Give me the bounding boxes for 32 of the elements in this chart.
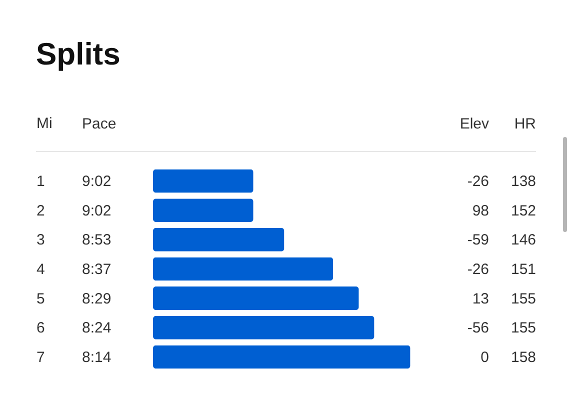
bar [153, 228, 284, 252]
y-tick-label: 6 [36, 320, 45, 337]
data-label: -59 [467, 232, 489, 249]
y-tick-label: 3 [36, 232, 45, 249]
data-label: -26 [467, 260, 489, 278]
bar [153, 169, 254, 193]
bar [153, 286, 359, 310]
data-label: 151 [510, 260, 536, 278]
bar [153, 257, 334, 281]
data-label: 158 [510, 348, 536, 366]
data-label: 152 [510, 202, 536, 220]
data-label: 138 [510, 172, 536, 190]
y-tick-label: 7 [36, 348, 45, 366]
chart-title: Splits [36, 36, 120, 72]
data-label: 98 [472, 202, 489, 220]
data-label: 0 [480, 348, 489, 366]
y-tick-label: 2 [36, 202, 45, 220]
y-tick-label: 1 [36, 172, 45, 190]
data-label: 13 [472, 290, 489, 308]
data-label: 146 [510, 232, 536, 249]
bar [153, 345, 410, 369]
text: HR [514, 115, 536, 132]
y-tick-label: 5 [36, 290, 45, 308]
y-tick-label: 4 [36, 260, 45, 278]
data-label: 155 [510, 290, 536, 308]
data-label: 155 [510, 320, 536, 337]
bar [153, 198, 254, 222]
y-axis-title: Mi [36, 114, 52, 132]
text: Elev [460, 115, 490, 132]
data-label: -56 [467, 320, 489, 337]
bar [153, 316, 374, 340]
data-label: -26 [467, 172, 489, 190]
